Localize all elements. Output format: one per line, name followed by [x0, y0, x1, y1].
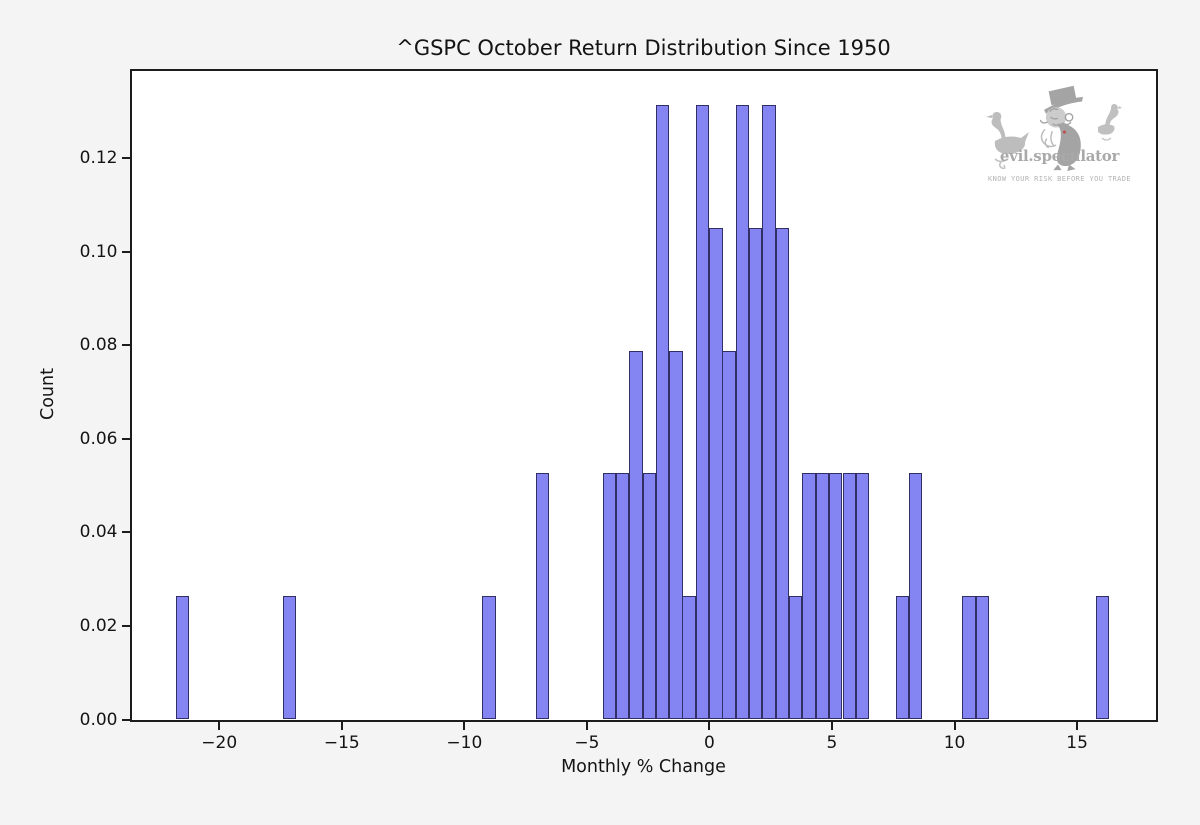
histogram-bar	[855, 473, 870, 720]
y-tick-label: 0.02	[79, 615, 118, 636]
x-tick-label: −5	[574, 732, 600, 753]
y-tick-label: 0.12	[79, 148, 118, 169]
histogram-bar	[629, 350, 643, 720]
histogram-bar	[655, 104, 670, 720]
y-tick-mark	[121, 624, 130, 627]
histogram-bar	[615, 473, 630, 720]
evil-speculator-man-icon	[1039, 85, 1083, 171]
x-tick-mark	[340, 721, 343, 730]
x-tick-mark	[953, 721, 956, 730]
x-axis-label: Monthly % Change	[561, 757, 726, 777]
x-tick-label: 0	[704, 732, 715, 753]
x-tick-mark	[830, 721, 833, 730]
histogram-bar	[749, 227, 763, 720]
histogram-bar	[722, 350, 736, 720]
y-tick-mark	[121, 344, 130, 347]
histogram-bar	[842, 473, 856, 720]
y-tick-mark	[121, 437, 130, 440]
histogram-bar	[176, 596, 190, 720]
histogram-bar	[695, 104, 710, 720]
x-tick-label: 10	[943, 732, 966, 753]
histogram-bar	[282, 596, 297, 720]
x-tick-label: 5	[826, 732, 838, 753]
x-tick-label: −10	[446, 732, 483, 753]
histogram-bar	[735, 104, 750, 720]
histogram-bar	[829, 473, 843, 720]
x-tick-mark	[463, 721, 466, 730]
histogram-bar	[962, 596, 976, 720]
histogram-bar	[535, 473, 550, 720]
x-tick-label: 15	[1066, 732, 1088, 753]
y-tick-label: 0.08	[79, 335, 118, 356]
histogram-bar	[802, 473, 816, 720]
histogram-bar	[1095, 596, 1110, 720]
histogram-bar	[482, 596, 496, 720]
histogram-bar	[908, 473, 923, 720]
histogram-bar	[602, 473, 616, 720]
chart-title: ^GSPC October Return Distribution Since …	[396, 36, 891, 60]
y-tick-label: 0.04	[79, 522, 118, 543]
y-tick-mark	[121, 531, 130, 534]
histogram-bar	[789, 596, 803, 720]
histogram-bar	[709, 227, 723, 720]
watermark-logo: evil.speculator KNOW YOUR RISK BEFORE YO…	[980, 85, 1140, 197]
histogram-bar	[669, 350, 683, 720]
y-tick-mark	[121, 250, 130, 253]
histogram-bar	[895, 596, 910, 720]
y-tick-mark	[121, 157, 130, 160]
watermark-tagline-text: KNOW YOUR RISK BEFORE YOU TRADE	[987, 175, 1132, 183]
histogram-bar	[815, 473, 830, 720]
y-axis-label: Count	[38, 368, 58, 420]
watermark-brand-text: evil.speculator	[999, 147, 1120, 165]
x-tick-mark	[218, 721, 221, 730]
x-tick-label: −15	[323, 732, 360, 753]
black-swan-right-icon	[1097, 104, 1122, 141]
histogram-bar	[975, 596, 989, 720]
y-tick-label: 0.00	[79, 709, 118, 730]
histogram-bar	[762, 104, 776, 720]
y-tick-mark	[121, 718, 130, 721]
histogram-bar	[642, 473, 656, 720]
x-tick-mark	[1076, 721, 1079, 730]
y-tick-label: 0.06	[79, 428, 118, 449]
black-swan-left-icon	[985, 112, 1029, 169]
x-tick-label: −20	[201, 732, 238, 753]
plot-area: −20 −15 −10 −5 0 5 10 15 0.00 0.02 0.04 0.06 0.08 0.…	[80, 69, 1158, 753]
x-tick-mark	[585, 721, 588, 730]
histogram-bar	[682, 596, 696, 720]
histogram-bar	[775, 227, 790, 720]
y-tick-label: 0.10	[79, 241, 118, 262]
x-tick-mark	[708, 721, 711, 730]
